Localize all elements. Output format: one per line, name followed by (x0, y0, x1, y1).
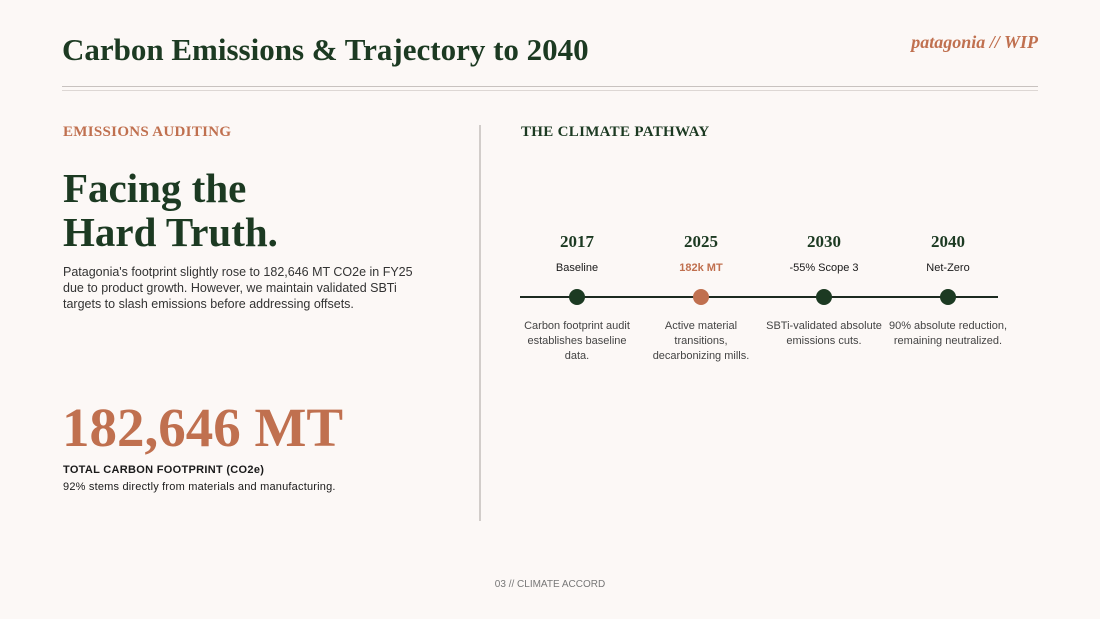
step-year: 2025 (684, 232, 718, 251)
header-rule (62, 86, 1038, 91)
eyebrow: EMISSIONS AUDITING (63, 124, 232, 140)
step-desc: Carbon footprint audit establishes basel… (524, 320, 630, 362)
step-label: Net-Zero (926, 262, 970, 274)
eyebrow: THE CLIMATE PATHWAY (521, 124, 710, 140)
stat-note: 92% stems directly from materials and ma… (63, 481, 336, 493)
step-desc: Active material transitions, decarbonizi… (652, 320, 750, 362)
body-text: Patagonia's footprint slightly rose to 1… (63, 265, 413, 311)
headline-line: Facing the (63, 165, 247, 211)
divider (479, 125, 481, 521)
step-desc: SBTi-validated absolute emissions cuts. (766, 320, 882, 347)
headline-line: Hard Truth. (63, 209, 278, 255)
step-label: 182k MT (679, 262, 723, 274)
step-dot (940, 289, 956, 305)
timeline-track (520, 296, 998, 298)
step-label: Baseline (555, 262, 599, 274)
step-desc: 90% absolute reduction, remaining neutra… (888, 320, 1008, 347)
step-year: 2017 (560, 232, 594, 251)
footer: 03 // CLIMATE ACCORD (494, 579, 606, 590)
step-dot (569, 289, 585, 305)
stat: 182,646 MT (62, 397, 344, 458)
step-year: 2030 (807, 232, 841, 251)
title: Carbon Emissions & Trajectory to 2040 (62, 32, 589, 67)
step-label: -55% Scope 3 (789, 262, 859, 274)
brand: patagonia // WIP (911, 32, 1038, 52)
step-dot (816, 289, 832, 305)
step-year: 2040 (931, 232, 965, 251)
stat-label: TOTAL CARBON FOOTPRINT (CO2e) (63, 464, 265, 476)
headline: Facing the Hard Truth. (63, 166, 278, 254)
step-dot (693, 289, 709, 305)
